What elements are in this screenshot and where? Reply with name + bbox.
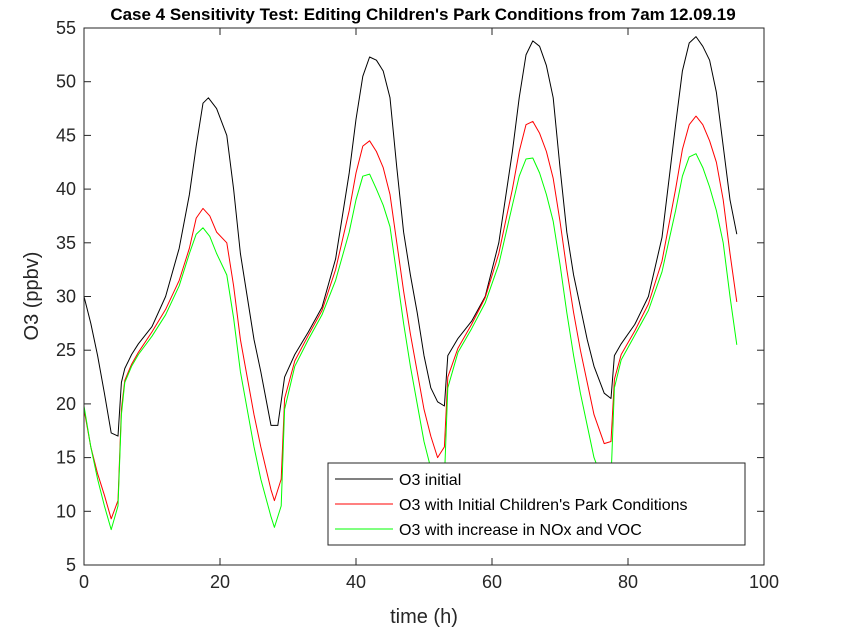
chart-title: Case 4 Sensitivity Test: Editing Childre… (110, 5, 735, 24)
series-line-2 (84, 115, 738, 520)
y-tick-label: 55 (56, 18, 76, 38)
x-tick-label: 0 (79, 572, 89, 592)
y-tick-label: 10 (56, 501, 76, 521)
x-tick-label: 20 (210, 572, 230, 592)
x-tick-label: 40 (346, 572, 366, 592)
legend-label-3: O3 with increase in NOx and VOC (399, 522, 642, 539)
y-tick-label: 25 (56, 340, 76, 360)
legend-box (327, 462, 746, 546)
y-tick-label: 5 (66, 555, 76, 575)
y-tick-label: 35 (56, 233, 76, 253)
series-line-3 (84, 153, 738, 531)
x-tick-label: 80 (618, 572, 638, 592)
y-tick-label: 30 (56, 287, 76, 307)
x-axis: 0 20 40 60 80 100 (79, 28, 779, 592)
series-layer (84, 36, 738, 531)
legend: O3 initial O3 with Initial Children's Par… (327, 462, 746, 546)
legend-label-1: O3 initial (399, 472, 461, 489)
y-tick-label: 40 (56, 179, 76, 199)
y-tick-label: 45 (56, 125, 76, 145)
y-tick-label: 15 (56, 448, 76, 468)
x-axis-label: time (h) (390, 606, 458, 628)
y-axis: 5 10 15 20 25 30 35 40 45 50 55 (56, 18, 764, 575)
x-tick-label: 100 (749, 572, 779, 592)
series-line-1 (84, 36, 738, 437)
y-tick-label: 20 (56, 394, 76, 414)
y-tick-label: 50 (56, 72, 76, 92)
y-axis-label: O3 (ppbv) (21, 252, 43, 341)
legend-label-2: O3 with Initial Children's Park Conditio… (399, 497, 688, 514)
x-tick-label: 60 (482, 572, 502, 592)
